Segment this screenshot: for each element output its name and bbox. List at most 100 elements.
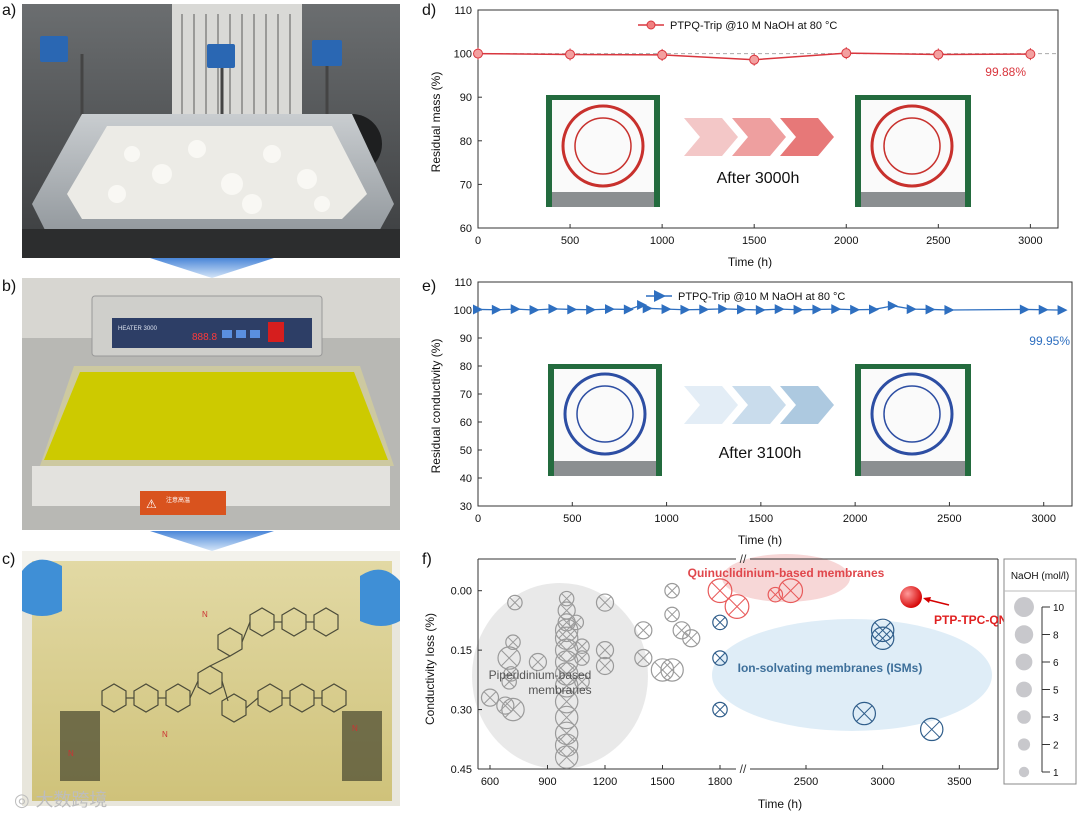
chart-f-bubble bbox=[558, 590, 575, 607]
chart-f-bubble-cross-b bbox=[576, 676, 588, 688]
chart-f-bubble-cross-b bbox=[509, 597, 521, 608]
svg-text:N: N bbox=[352, 724, 358, 733]
naoh-legend-bubble bbox=[1017, 738, 1031, 751]
chart-f-bubble bbox=[852, 701, 877, 726]
chart-d-xtick-label: 1000 bbox=[650, 235, 674, 247]
chart-f-bubble bbox=[634, 648, 653, 668]
chart-e-point bbox=[567, 304, 578, 315]
region-ism bbox=[712, 619, 992, 731]
naoh-size-legend: NaOH (mol/l) 10 8 6 5 3 2 1 bbox=[1003, 558, 1077, 785]
chart-f-bubble bbox=[496, 696, 515, 715]
chart-f-bubble bbox=[650, 658, 675, 682]
chart-e-svg: After 3100h 0 500 1000 1500 2000 2500 3000 30 40… bbox=[429, 277, 1073, 547]
chart-e-ytick-label: 90 bbox=[460, 333, 472, 345]
arrow-a-to-b bbox=[150, 258, 274, 278]
chart-f-bubble bbox=[554, 733, 579, 757]
chart-f-bubble bbox=[554, 662, 579, 686]
naoh-legend-label: 1 bbox=[1053, 768, 1059, 779]
naoh-legend-label: 5 bbox=[1053, 686, 1059, 697]
chart-f-bubble-cross-b bbox=[711, 582, 729, 600]
panel-label-d: d) bbox=[422, 2, 437, 19]
chart-e-inset-arrows bbox=[684, 386, 834, 424]
chart-f-bubble bbox=[574, 674, 590, 690]
svg-text:N: N bbox=[68, 749, 74, 758]
chart-f-bubble-cross-b bbox=[558, 622, 575, 639]
chart-d-inset-left-seal-photo bbox=[546, 95, 660, 207]
watermark-label: 大数跨境 bbox=[35, 790, 108, 811]
chart-f-bubble-cross-b bbox=[576, 640, 588, 652]
chart-e-inset-text: After 3100h bbox=[719, 445, 802, 462]
chart-f-bubble-cross-b bbox=[684, 631, 698, 645]
panel-label-b: b) bbox=[2, 278, 17, 295]
chart-f-ytick-label: 0.45 bbox=[451, 764, 472, 776]
chart-f-bubble-cross-b bbox=[561, 593, 573, 605]
chart-d-point bbox=[749, 54, 760, 65]
chart-d-point bbox=[1025, 49, 1036, 60]
chart-f-bubble bbox=[568, 614, 585, 631]
chart-f-xlabel: Time (h) bbox=[758, 797, 802, 811]
chart-d-ytick-label: 70 bbox=[460, 179, 472, 191]
chart-f-bubble bbox=[528, 652, 548, 672]
chart-f-xtick-label: 1200 bbox=[593, 776, 617, 788]
chart-d-point bbox=[841, 48, 852, 59]
chart-e-point bbox=[925, 304, 936, 315]
chart-d-xtick-label: 2500 bbox=[926, 235, 950, 247]
chart-f-bubble-cross-b bbox=[558, 693, 575, 710]
chart-e-ytick-label: 30 bbox=[460, 501, 472, 513]
chart-f-bubble bbox=[501, 674, 517, 690]
chart-f-ytick-label: 0.30 bbox=[451, 705, 472, 717]
chart-d-xtick-label: 0 bbox=[475, 235, 481, 247]
chart-d-svg: After 3000h 0 500 1000 1500 2000 2500 3000 60 70… bbox=[429, 5, 1059, 269]
chart-f-bubble-cross-b bbox=[666, 609, 678, 620]
chart-f-bubble-cross-b bbox=[483, 691, 497, 705]
chart-e-point bbox=[510, 304, 521, 315]
chart-f-axis-break-bottom: // bbox=[740, 762, 747, 776]
chart-f-bubble-cross-b bbox=[503, 676, 515, 688]
chart-d-inset-text: After 3000h bbox=[717, 170, 800, 187]
chart-f-bubble bbox=[712, 701, 728, 718]
chart-f-xtick-label: 3500 bbox=[947, 776, 971, 788]
chart-e-point bbox=[491, 304, 502, 315]
chart-d-xtick-label: 500 bbox=[561, 235, 579, 247]
chart-e-point bbox=[812, 304, 823, 315]
chart-f-bubble-cross-b bbox=[598, 643, 612, 657]
region-piperidinium bbox=[472, 583, 648, 769]
naoh-legend-bubble bbox=[1018, 766, 1030, 778]
chart-e-residual-conductivity: After 3100h 0 500 1000 1500 2000 2500 3000 30 40… bbox=[420, 276, 1080, 550]
chart-d-ylabel: Residual mass (%) bbox=[429, 72, 443, 173]
chart-f-bubble-cross-b bbox=[505, 668, 517, 680]
chart-e-xtick-label: 1500 bbox=[749, 513, 773, 525]
this-work-marker bbox=[900, 586, 950, 608]
chart-f-bubble-cross-b bbox=[558, 653, 575, 671]
chart-d-xtick-label: 2000 bbox=[834, 235, 858, 247]
chart-e-point bbox=[755, 305, 766, 315]
chart-d-inset-arrows bbox=[684, 118, 834, 156]
chart-f-bubble bbox=[505, 634, 521, 651]
chart-e-xtick-label: 1000 bbox=[654, 513, 678, 525]
chart-f-bubble bbox=[712, 650, 728, 666]
chart-f-bubble-cross-b bbox=[923, 721, 940, 738]
chart-f-bubble-cross-b bbox=[558, 665, 575, 683]
chart-f-bubble-cross-b bbox=[598, 596, 612, 609]
chart-f-xtick-label: 3000 bbox=[870, 776, 894, 788]
chart-e-xlabel: Time (h) bbox=[738, 533, 782, 547]
chart-f-bubble-cross-b bbox=[558, 737, 575, 754]
naoh-legend-bubble bbox=[1015, 653, 1033, 671]
chart-e-series-line bbox=[477, 304, 1063, 311]
chart-d-point bbox=[473, 48, 483, 59]
heater-brand-label: HEATER 3000 bbox=[118, 326, 158, 332]
chart-f-bubble bbox=[919, 717, 944, 742]
chart-e-ytick-label: 60 bbox=[460, 417, 472, 429]
chart-f-bubble-cross-b bbox=[666, 585, 678, 597]
chart-f-bubble-cross-b bbox=[501, 649, 518, 667]
chart-d-inset-right-seal-photo bbox=[855, 95, 971, 207]
chart-f-bubble-cross-b bbox=[637, 623, 650, 637]
chart-e-point bbox=[850, 304, 861, 315]
region-quinuclidinium bbox=[722, 554, 850, 602]
chart-f-bubble bbox=[497, 646, 521, 670]
label-this-work: PTP-TPC-QN bbox=[934, 613, 1007, 627]
chart-f-bubble bbox=[778, 578, 804, 604]
chart-f-bubble bbox=[870, 618, 895, 643]
chart-f-bubble-cross-b bbox=[663, 661, 681, 679]
chart-e-xtick-label: 2500 bbox=[937, 513, 961, 525]
